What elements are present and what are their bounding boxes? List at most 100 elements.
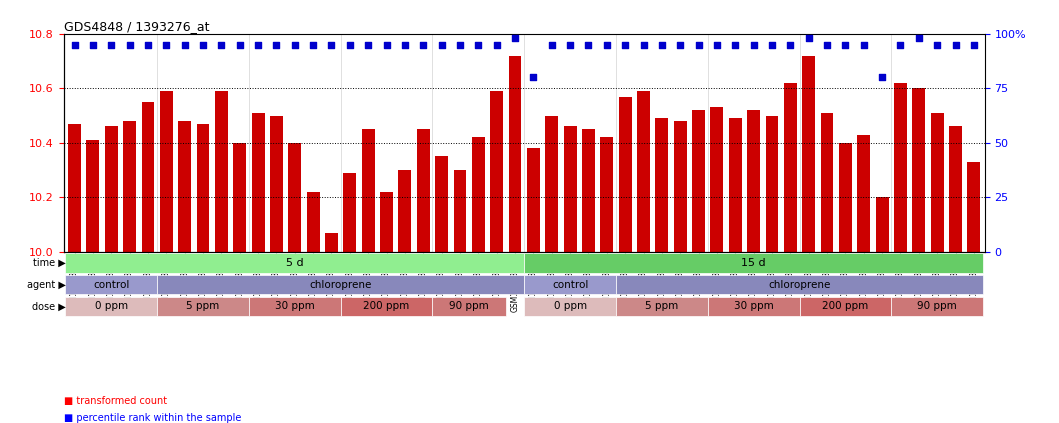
- Point: [653, 41, 670, 48]
- Bar: [105, 126, 118, 252]
- Point: [598, 41, 615, 48]
- Point: [415, 41, 432, 48]
- Text: ■ transformed count: ■ transformed count: [64, 396, 166, 406]
- Bar: [178, 121, 191, 252]
- Bar: [233, 143, 246, 252]
- Text: 90 ppm: 90 ppm: [449, 301, 489, 311]
- Point: [85, 41, 102, 48]
- Point: [892, 41, 909, 48]
- Point: [726, 41, 743, 48]
- Point: [543, 41, 560, 48]
- Text: chloroprene: chloroprene: [309, 280, 372, 290]
- Text: 90 ppm: 90 ppm: [917, 301, 957, 311]
- Text: agent ▶: agent ▶: [26, 280, 66, 290]
- Bar: [252, 113, 265, 252]
- Text: 5 d: 5 d: [286, 258, 304, 268]
- FancyBboxPatch shape: [249, 297, 341, 316]
- Bar: [380, 192, 393, 252]
- Point: [396, 41, 413, 48]
- Point: [837, 41, 854, 48]
- Point: [378, 41, 395, 48]
- Bar: [270, 115, 283, 252]
- Bar: [362, 129, 375, 252]
- Text: GDS4848 / 1393276_at: GDS4848 / 1393276_at: [64, 20, 209, 33]
- Bar: [527, 148, 540, 252]
- FancyBboxPatch shape: [616, 297, 707, 316]
- Point: [635, 41, 652, 48]
- Point: [911, 35, 928, 41]
- Bar: [968, 162, 981, 252]
- Point: [506, 35, 523, 41]
- Point: [433, 41, 450, 48]
- Bar: [68, 124, 80, 252]
- Bar: [123, 121, 136, 252]
- Point: [764, 41, 780, 48]
- Bar: [729, 118, 741, 252]
- FancyBboxPatch shape: [524, 297, 616, 316]
- FancyBboxPatch shape: [341, 297, 432, 316]
- Point: [451, 41, 468, 48]
- Point: [231, 41, 248, 48]
- FancyBboxPatch shape: [707, 297, 800, 316]
- Point: [158, 41, 175, 48]
- Bar: [674, 121, 686, 252]
- Point: [561, 41, 578, 48]
- Text: 0 ppm: 0 ppm: [94, 301, 128, 311]
- Bar: [160, 91, 173, 252]
- Point: [947, 41, 964, 48]
- Bar: [582, 129, 595, 252]
- Bar: [307, 192, 320, 252]
- Text: 200 ppm: 200 ppm: [363, 301, 410, 311]
- Text: 30 ppm: 30 ppm: [275, 301, 315, 311]
- Point: [323, 41, 340, 48]
- FancyBboxPatch shape: [66, 297, 157, 316]
- Point: [819, 41, 836, 48]
- Text: dose ▶: dose ▶: [32, 301, 66, 311]
- Point: [746, 41, 762, 48]
- Point: [176, 41, 193, 48]
- Point: [708, 41, 725, 48]
- Text: control: control: [93, 280, 129, 290]
- Text: ■ percentile rank within the sample: ■ percentile rank within the sample: [64, 413, 240, 423]
- Bar: [215, 91, 228, 252]
- Bar: [453, 170, 466, 252]
- FancyBboxPatch shape: [524, 275, 616, 294]
- Bar: [711, 107, 723, 252]
- Bar: [766, 115, 778, 252]
- Point: [966, 41, 983, 48]
- Bar: [931, 113, 944, 252]
- Point: [360, 41, 377, 48]
- Point: [103, 41, 120, 48]
- FancyBboxPatch shape: [524, 253, 983, 272]
- Bar: [325, 233, 338, 252]
- Bar: [949, 126, 962, 252]
- Point: [121, 41, 138, 48]
- Point: [525, 74, 542, 81]
- Bar: [821, 113, 833, 252]
- Bar: [472, 137, 485, 252]
- Point: [616, 41, 633, 48]
- Bar: [803, 56, 815, 252]
- Text: 0 ppm: 0 ppm: [554, 301, 587, 311]
- Text: 200 ppm: 200 ppm: [822, 301, 868, 311]
- Bar: [913, 88, 926, 252]
- Bar: [197, 124, 210, 252]
- Bar: [784, 83, 796, 252]
- Point: [268, 41, 285, 48]
- Text: 30 ppm: 30 ppm: [734, 301, 773, 311]
- Bar: [142, 102, 155, 252]
- Bar: [545, 115, 558, 252]
- Point: [305, 41, 322, 48]
- Bar: [618, 96, 631, 252]
- FancyBboxPatch shape: [66, 253, 524, 272]
- Bar: [490, 91, 503, 252]
- Point: [286, 41, 303, 48]
- Point: [856, 41, 873, 48]
- Point: [66, 41, 83, 48]
- Point: [580, 41, 597, 48]
- Point: [140, 41, 157, 48]
- Bar: [435, 157, 448, 252]
- Bar: [87, 140, 100, 252]
- Point: [213, 41, 230, 48]
- Point: [470, 41, 487, 48]
